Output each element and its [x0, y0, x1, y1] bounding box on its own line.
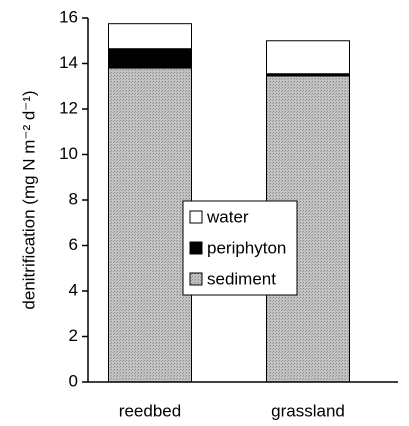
y-tick-label: 4	[69, 280, 78, 299]
x-tick-label: reedbed	[119, 401, 181, 420]
legend-swatch	[189, 210, 203, 224]
legend-swatch	[189, 241, 203, 255]
y-tick-label: 12	[59, 98, 78, 117]
bar-segment	[108, 48, 192, 69]
y-tick-label: 14	[59, 53, 78, 72]
y-tick-label: 2	[69, 326, 78, 345]
y-axis-label: denitrification (mg N m⁻² d⁻¹)	[19, 90, 38, 309]
y-tick-label: 16	[59, 7, 78, 26]
legend-label: sediment	[207, 269, 276, 288]
bar-segment	[108, 23, 192, 50]
y-tick-label: 6	[69, 235, 78, 254]
legend-swatch	[189, 272, 203, 286]
y-tick-label: 0	[69, 371, 78, 390]
x-tick-label: grassland	[271, 401, 345, 420]
y-tick-label: 10	[59, 144, 78, 163]
legend-label: water	[206, 207, 249, 226]
y-tick-label: 8	[69, 189, 78, 208]
bar-segment	[108, 67, 192, 383]
bar-segment	[266, 40, 350, 75]
legend-label: periphyton	[207, 238, 286, 257]
